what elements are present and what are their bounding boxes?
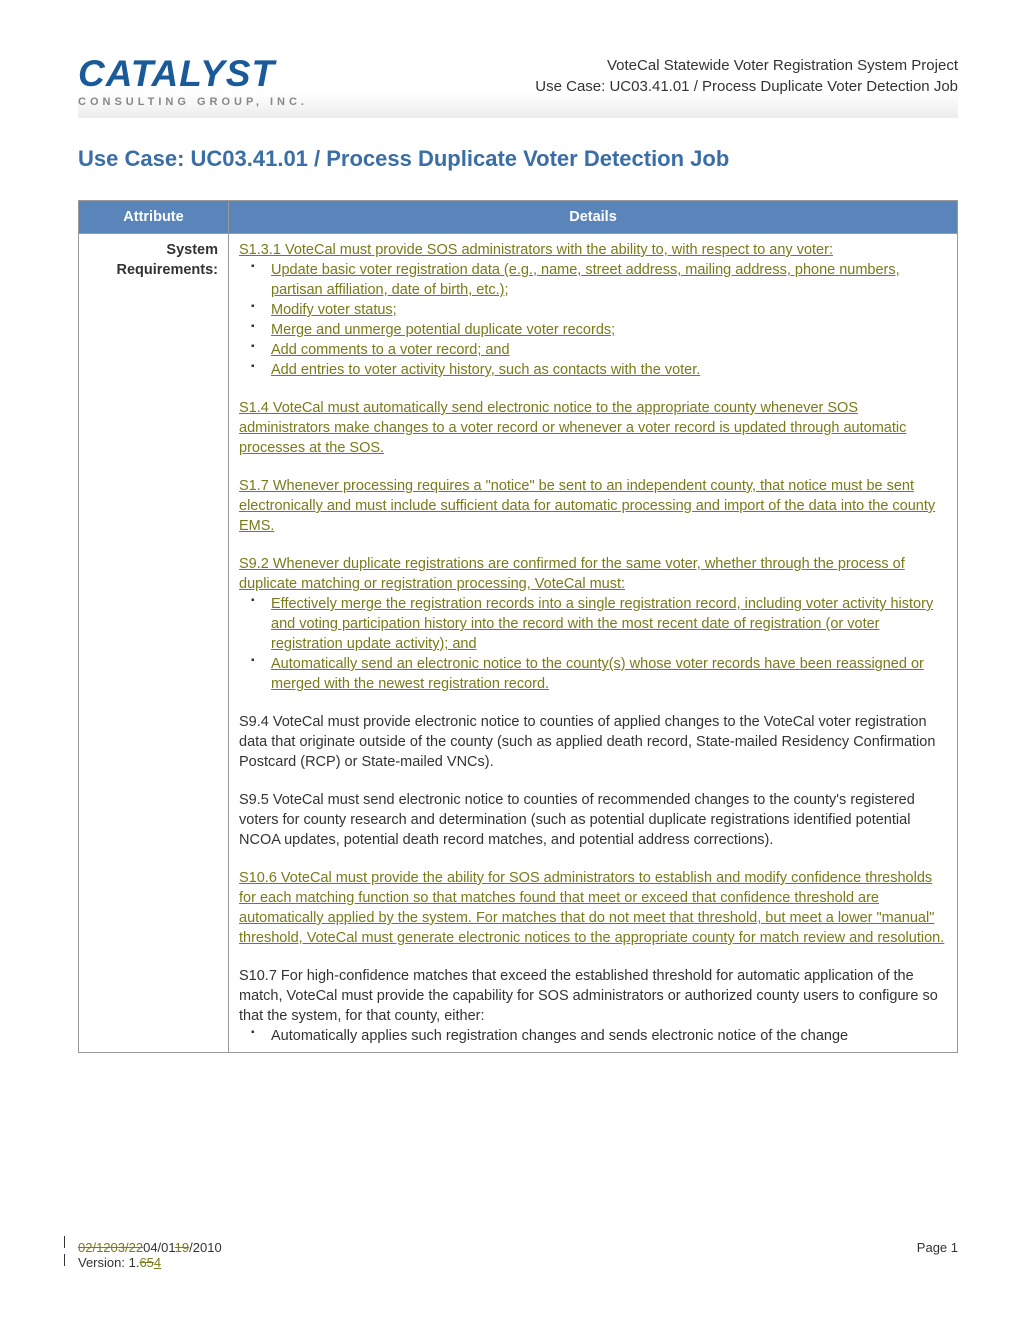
- footer: 02/1203/2204/0119/2010 Page 1 Version: 1…: [78, 1240, 958, 1270]
- doc-header: CATALYST CONSULTING GROUP, INC. VoteCal …: [78, 55, 958, 118]
- s95: S9.5 VoteCal must send electronic notice…: [239, 792, 915, 848]
- s107-intro: S10.7 For high-confidence matches that e…: [239, 968, 938, 1024]
- attr-label: System Requirements:: [79, 234, 229, 1053]
- footer-version: Version: 1.654: [78, 1255, 958, 1270]
- footer-page: Page 1: [917, 1240, 958, 1255]
- s107-b1: Automatically applies such registration …: [271, 1028, 848, 1044]
- header-line1: VoteCal Statewide Voter Registration Sys…: [535, 55, 958, 76]
- s17: S1.7 Whenever processing requires a "not…: [239, 478, 935, 534]
- header-line2: Use Case: UC03.41.01 / Process Duplicate…: [535, 76, 958, 97]
- requirements-table: Attribute Details System Requirements: S…: [78, 200, 958, 1053]
- logo-sub: CONSULTING GROUP, INC.: [78, 96, 308, 108]
- s14: S1.4 VoteCal must automatically send ele…: [239, 400, 906, 456]
- footer-date: 02/1203/2204/0119/2010: [78, 1240, 222, 1255]
- s94: S9.4 VoteCal must provide electronic not…: [239, 714, 935, 770]
- details-cell: S1.3.1 VoteCal must provide SOS administ…: [229, 234, 958, 1053]
- th-details: Details: [229, 201, 958, 234]
- th-attribute: Attribute: [79, 201, 229, 234]
- s92-b2: Automatically send an electronic notice …: [271, 656, 924, 692]
- s131-b2: Modify voter status;: [271, 302, 397, 318]
- s92-b1: Effectively merge the registration recor…: [271, 596, 933, 652]
- s92-intro: S9.2 Whenever duplicate registrations ar…: [239, 556, 905, 592]
- s131-b3: Merge and unmerge potential duplicate vo…: [271, 322, 615, 338]
- margin-tick: [64, 1236, 68, 1248]
- s131-b1: Update basic voter registration data (e.…: [271, 262, 900, 298]
- s131-b4: Add comments to a voter record; and: [271, 342, 510, 358]
- s106: S10.6 VoteCal must provide the ability f…: [239, 870, 944, 946]
- s131-b5: Add entries to voter activity history, s…: [271, 362, 700, 378]
- header-right: VoteCal Statewide Voter Registration Sys…: [535, 55, 958, 97]
- logo-main: CATALYST: [78, 55, 308, 92]
- margin-tick: [64, 1254, 68, 1266]
- logo: CATALYST CONSULTING GROUP, INC.: [78, 55, 308, 108]
- page-title: Use Case: UC03.41.01 / Process Duplicate…: [78, 146, 958, 172]
- s131-intro: S1.3.1 VoteCal must provide SOS administ…: [239, 242, 833, 258]
